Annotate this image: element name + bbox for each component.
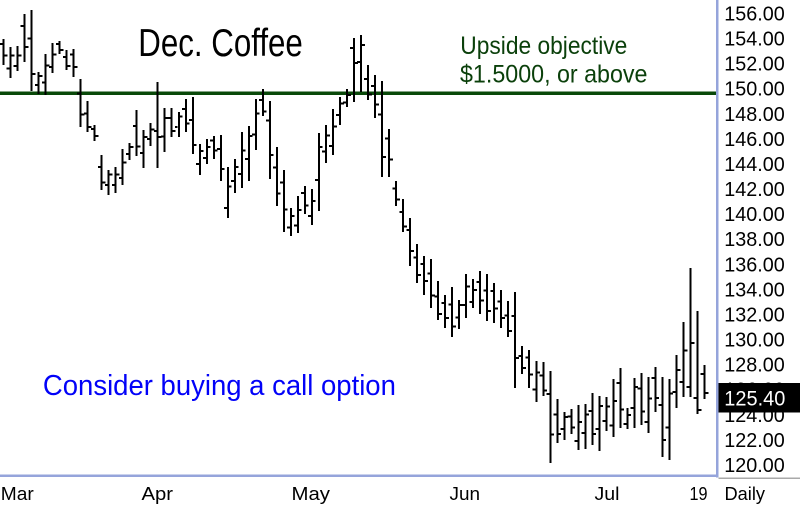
- svg-text:136.00: 136.00: [724, 254, 785, 276]
- svg-text:Dec. Coffee: Dec. Coffee: [138, 22, 302, 65]
- svg-text:150.00: 150.00: [724, 79, 785, 101]
- svg-text:154.00: 154.00: [724, 29, 785, 51]
- svg-text:120.00: 120.00: [724, 455, 785, 477]
- svg-text:124.00: 124.00: [724, 405, 785, 427]
- svg-text:140.00: 140.00: [724, 204, 785, 226]
- svg-text:May: May: [292, 484, 331, 504]
- svg-text:132.00: 132.00: [724, 305, 785, 327]
- svg-text:144.00: 144.00: [724, 154, 785, 176]
- svg-text:Consider buying a call option: Consider buying a call option: [43, 370, 396, 402]
- svg-text:148.00: 148.00: [724, 104, 785, 126]
- svg-text:128.00: 128.00: [724, 355, 785, 377]
- svg-text:146.00: 146.00: [724, 129, 785, 151]
- svg-text:156.00: 156.00: [724, 4, 785, 26]
- svg-text:138.00: 138.00: [724, 229, 785, 251]
- svg-text:Jun: Jun: [450, 484, 481, 504]
- svg-text:134.00: 134.00: [724, 279, 785, 301]
- svg-text:Jul: Jul: [595, 484, 620, 504]
- svg-text:$1.5000, or above: $1.5000, or above: [460, 60, 648, 88]
- svg-text:126.00: 126.00: [724, 380, 785, 402]
- svg-text:152.00: 152.00: [724, 54, 785, 76]
- svg-text:122.00: 122.00: [724, 430, 785, 452]
- svg-text:Apr: Apr: [142, 484, 174, 504]
- svg-text:Daily: Daily: [725, 484, 766, 504]
- svg-text:19: 19: [690, 484, 708, 504]
- svg-text:130.00: 130.00: [724, 330, 785, 352]
- svg-text:142.00: 142.00: [724, 179, 785, 201]
- svg-text:125.40: 125.40: [724, 386, 785, 410]
- svg-text:Mar: Mar: [1, 484, 34, 504]
- svg-text:Upside objective: Upside objective: [460, 32, 627, 60]
